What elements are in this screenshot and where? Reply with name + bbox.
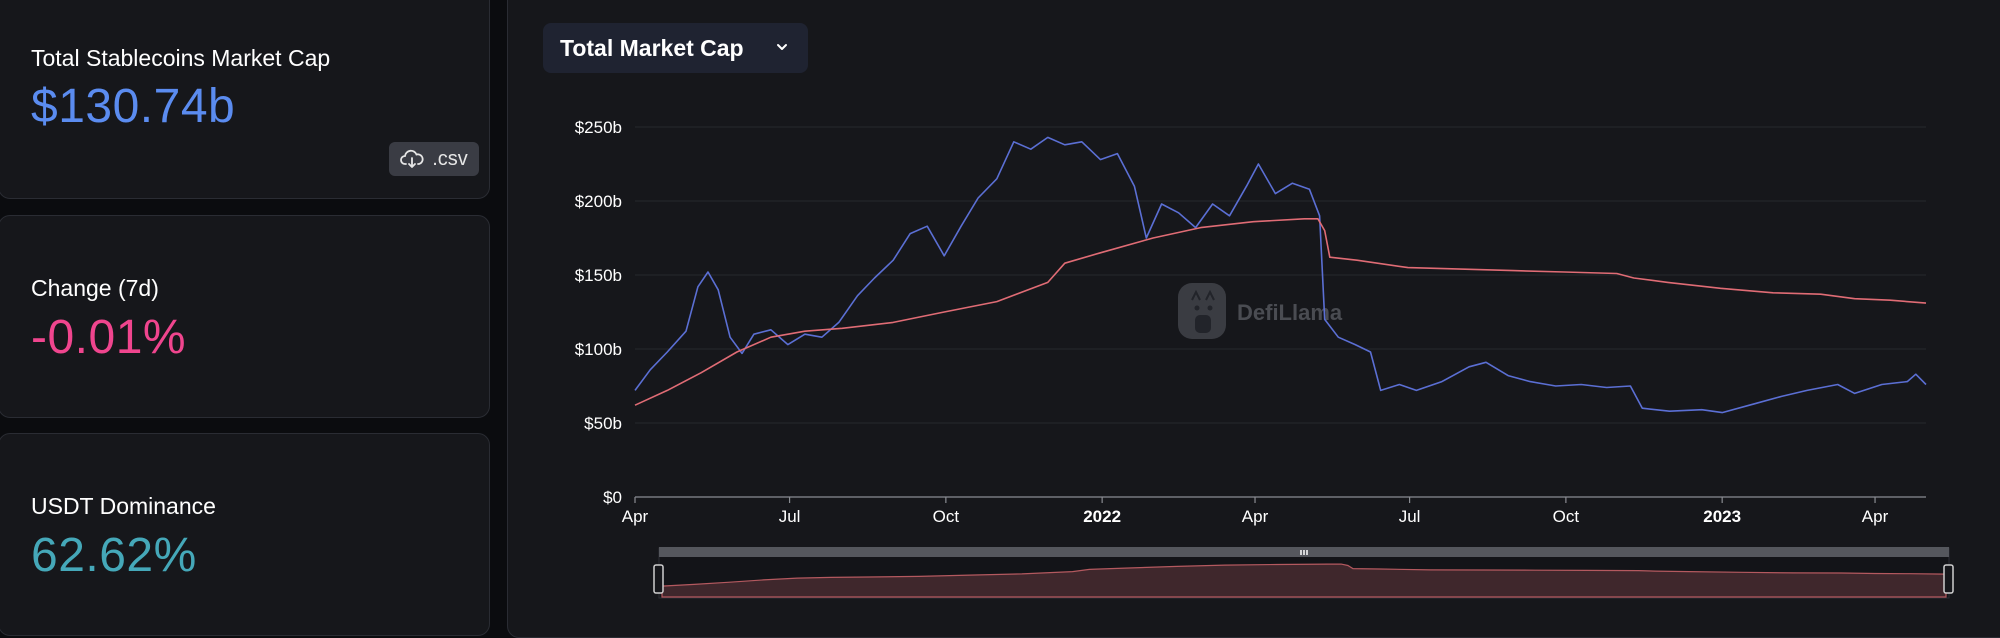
chart-series xyxy=(634,136,1927,414)
chevron-down-icon xyxy=(777,44,787,50)
llama-logo-icon xyxy=(1178,283,1226,339)
chart-grid xyxy=(635,126,1926,424)
cloud-download-icon xyxy=(400,149,424,168)
series-line-1 xyxy=(634,136,1927,414)
market-cap-chart: DefiLlama $0 $50b $100b $150b $200b $250b Apr… xyxy=(575,118,1954,599)
x-tick-label: Apr xyxy=(1862,507,1889,526)
zoom-slider-grip-icon xyxy=(1300,550,1308,555)
x-tick-label: 2022 xyxy=(1083,507,1121,526)
y-tick-label: $100b xyxy=(575,340,622,359)
zoom-handle-left[interactable] xyxy=(653,564,664,594)
x-tick-label: Oct xyxy=(933,507,960,526)
y-tick-label: $250b xyxy=(575,118,622,137)
y-tick-label: $150b xyxy=(575,266,622,285)
market-cap-label: Total Stablecoins Market Cap xyxy=(31,45,331,71)
chart-panel xyxy=(507,0,2000,638)
zoom-handle-right[interactable] xyxy=(1943,564,1954,594)
market-cap-value: $130.74b xyxy=(31,80,236,133)
zoom-slider[interactable] xyxy=(653,547,1954,599)
market-cap-card: Total Stablecoins Market Cap $130.74b .c… xyxy=(0,0,490,199)
dominance-value: 62.62% xyxy=(31,529,197,582)
series-line-2 xyxy=(634,218,1927,406)
x-axis: Apr Jul Oct 2022 Apr Jul Oct 2023 Apr xyxy=(622,496,1926,526)
csv-download-button[interactable]: .csv xyxy=(389,142,479,176)
watermark: DefiLlama xyxy=(1178,283,1343,339)
y-axis: $0 $50b $100b $150b $200b $250b xyxy=(575,118,622,507)
change-7d-label: Change (7d) xyxy=(31,275,159,301)
change-7d-card: Change (7d) -0.01% xyxy=(0,215,490,418)
x-tick-label: Oct xyxy=(1553,507,1580,526)
x-tick-label: 2023 xyxy=(1703,507,1741,526)
dominance-label: USDT Dominance xyxy=(31,493,216,519)
y-tick-label: $50b xyxy=(584,414,622,433)
chart-type-label: Total Market Cap xyxy=(560,34,744,61)
dominance-card: USDT Dominance 62.62% xyxy=(0,433,490,636)
chart-type-selector[interactable]: Total Market Cap xyxy=(543,23,808,73)
y-tick-label: $200b xyxy=(575,192,622,211)
x-tick-label: Jul xyxy=(1399,507,1421,526)
x-tick-label: Jul xyxy=(779,507,801,526)
zoom-slider-preview xyxy=(661,563,1947,598)
x-tick-label: Apr xyxy=(622,507,649,526)
y-tick-label: $0 xyxy=(603,488,622,507)
x-tick-label: Apr xyxy=(1242,507,1269,526)
change-7d-value: -0.01% xyxy=(31,311,187,364)
csv-button-label: .csv xyxy=(432,147,468,170)
